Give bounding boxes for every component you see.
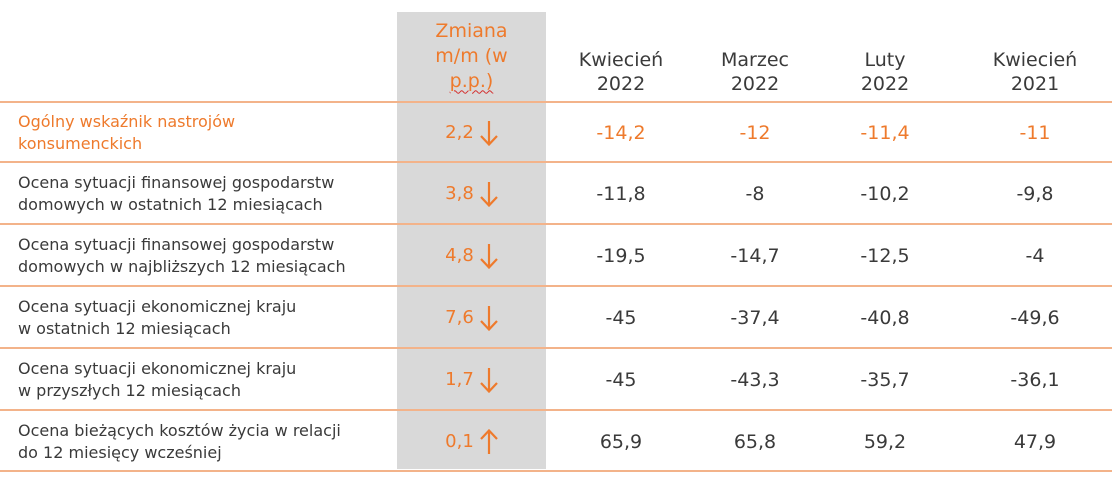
cell-value: 47,9 — [1013, 430, 1057, 453]
row-label: Ocena bieżących kosztów życia w relacji … — [18, 411, 388, 472]
row-divider — [0, 347, 1112, 349]
row-label-line: do 12 miesięcy wcześniej — [18, 442, 222, 462]
row-change: 0,1 — [397, 411, 546, 472]
cell-value: -4 — [1025, 244, 1045, 267]
change-value: 0,1 — [445, 431, 474, 452]
row-label-line: Ocena sytuacji finansowej gospodarstw — [18, 234, 335, 254]
header-col-year: 2022 — [596, 73, 646, 95]
table-header: Zmiana m/m (w p.p.) Kwiecień 2022 Marzec… — [0, 12, 1112, 100]
arrow-down-icon — [480, 181, 498, 207]
header-col-month: Kwiecień — [578, 49, 664, 71]
table-row: Ogólny wskaźnik nastrojów konsumenckich … — [0, 102, 1112, 163]
cell-value: -12,5 — [860, 244, 910, 267]
change-value: 7,6 — [445, 307, 474, 328]
row-label-line: Ocena sytuacji ekonomicznej kraju — [18, 358, 297, 378]
cell-value: -11,8 — [596, 182, 646, 205]
header-col-year: 2022 — [730, 73, 780, 95]
cell-value: -11,4 — [860, 121, 910, 144]
row-divider — [0, 470, 1112, 472]
cell-value: -14,2 — [596, 121, 646, 144]
header-col-year: 2021 — [1010, 73, 1060, 95]
header-col-year: 2022 — [860, 73, 910, 95]
header-col-apr-2021: Kwiecień 2021 — [970, 12, 1100, 100]
cell-value: -12 — [739, 121, 771, 144]
cell-value: -9,8 — [1016, 182, 1054, 205]
header-col-apr-2022: Kwiecień 2022 — [556, 12, 686, 100]
header-col-mar-2022: Marzec 2022 — [690, 12, 820, 100]
row-label: Ocena sytuacji ekonomicznej kraju w osta… — [18, 287, 388, 348]
row-label-line: konsumenckich — [18, 133, 143, 153]
row-label: Ogólny wskaźnik nastrojów konsumenckich — [18, 102, 388, 163]
header-change: Zmiana m/m (w p.p.) — [397, 12, 546, 100]
cell-value: -45 — [605, 306, 637, 329]
header-col-feb-2022: Luty 2022 — [820, 12, 950, 100]
change-value: 3,8 — [445, 183, 474, 204]
cell-value: -43,3 — [730, 368, 780, 391]
row-divider — [0, 101, 1112, 103]
row-change: 2,2 — [397, 102, 546, 163]
arrow-down-icon — [480, 243, 498, 269]
header-col-month: Marzec — [721, 49, 789, 71]
row-divider — [0, 161, 1112, 163]
change-value: 4,8 — [445, 245, 474, 266]
header-change-line1: Zmiana — [435, 19, 508, 42]
cell-value: -36,1 — [1010, 368, 1060, 391]
change-column-highlight — [397, 12, 546, 469]
row-label: Ocena sytuacji ekonomicznej kraju w przy… — [18, 349, 388, 410]
row-change: 1,7 — [397, 349, 546, 410]
row-divider — [0, 409, 1112, 411]
cell-value: -10,2 — [860, 182, 910, 205]
arrow-up-icon — [480, 428, 498, 455]
row-label-line: Ocena bieżących kosztów życia w relacji — [18, 420, 341, 440]
row-label-line: Ocena sytuacji ekonomicznej kraju — [18, 296, 297, 316]
cell-value: -49,6 — [1010, 306, 1060, 329]
row-change: 4,8 — [397, 225, 546, 286]
change-value: 1,7 — [445, 369, 474, 390]
cell-value: -45 — [605, 368, 637, 391]
cell-value: -19,5 — [596, 244, 646, 267]
row-label-line: domowych w najbliższych 12 miesiącach — [18, 256, 346, 276]
cell-value: 65,8 — [733, 430, 777, 453]
cell-value: -40,8 — [860, 306, 910, 329]
row-change: 3,8 — [397, 163, 546, 224]
cell-value: -37,4 — [730, 306, 780, 329]
row-label-line: Ocena sytuacji finansowej gospodarstw — [18, 172, 335, 192]
row-label: Ocena sytuacji finansowej gospodarstw do… — [18, 163, 388, 224]
header-change-line2: m/m (w — [435, 44, 508, 67]
row-label-line: Ogólny wskaźnik nastrojów — [18, 111, 236, 131]
cell-value: -11 — [1019, 121, 1051, 144]
row-change: 7,6 — [397, 287, 546, 348]
table-row: Ocena sytuacji ekonomicznej kraju w przy… — [0, 349, 1112, 410]
row-divider — [0, 285, 1112, 287]
table-row: Ocena sytuacji ekonomicznej kraju w osta… — [0, 287, 1112, 348]
arrow-down-icon — [480, 120, 498, 146]
table-row: Ocena bieżących kosztów życia w relacji … — [0, 411, 1112, 472]
row-label-line: w ostatnich 12 miesiącach — [18, 318, 231, 338]
arrow-down-icon — [480, 305, 498, 331]
cell-value: -8 — [745, 182, 765, 205]
row-divider — [0, 223, 1112, 225]
table-row: Ocena sytuacji finansowej gospodarstw do… — [0, 225, 1112, 286]
row-label-line: w przyszłych 12 miesiącach — [18, 380, 241, 400]
header-col-month: Luty — [864, 49, 906, 71]
arrow-down-icon — [480, 367, 498, 393]
cell-value: 65,9 — [599, 430, 643, 453]
header-change-line3: p.p.) — [449, 69, 494, 92]
row-label-line: domowych w ostatnich 12 miesiącach — [18, 194, 323, 214]
cell-value: -35,7 — [860, 368, 910, 391]
cell-value: 59,2 — [863, 430, 907, 453]
row-label: Ocena sytuacji finansowej gospodarstw do… — [18, 225, 388, 286]
table-row: Ocena sytuacji finansowej gospodarstw do… — [0, 163, 1112, 224]
cell-value: -14,7 — [730, 244, 780, 267]
change-value: 2,2 — [445, 122, 474, 143]
header-col-month: Kwiecień — [992, 49, 1078, 71]
